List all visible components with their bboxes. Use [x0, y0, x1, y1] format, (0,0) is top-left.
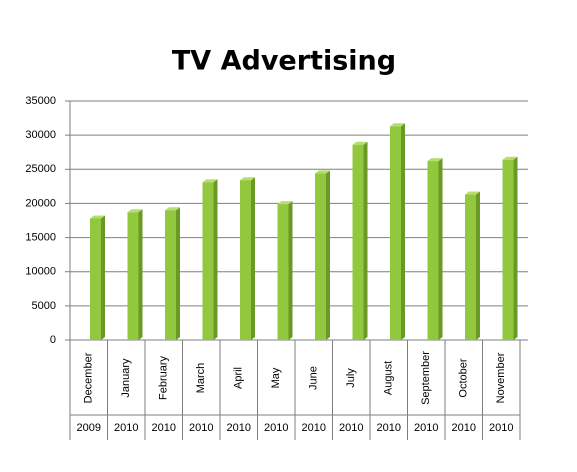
x-tick-label: September: [420, 351, 432, 405]
bar: [502, 156, 518, 340]
x-tick-label: May: [270, 367, 282, 388]
bar-front: [277, 204, 289, 340]
x-tick-label: July: [345, 368, 357, 388]
bar-front: [165, 210, 176, 340]
bar-front: [352, 144, 364, 340]
x-tick-label: February: [158, 355, 170, 400]
x-tick-label: November: [495, 352, 507, 403]
bar-side: [288, 201, 293, 340]
bar-side: [101, 215, 105, 340]
bar: [352, 141, 368, 340]
bar-top: [390, 123, 405, 127]
x-group-label: 2010: [414, 422, 438, 434]
bar: [277, 201, 293, 340]
bar-top: [202, 179, 218, 183]
bar-front: [465, 194, 476, 340]
x-group-label: 2010: [452, 422, 476, 434]
x-tick-label: January: [120, 358, 132, 398]
chart-title: TV Advertising: [172, 46, 396, 77]
bar-top: [165, 207, 180, 211]
x-tick-label: December: [83, 352, 95, 403]
y-tick-label: 0: [50, 334, 56, 346]
x-group-label: 2010: [489, 422, 513, 434]
y-tick-label: 5000: [32, 300, 56, 312]
bar-front: [390, 126, 401, 340]
bar-side: [363, 141, 368, 340]
bar-top: [90, 215, 105, 219]
x-group-label: 2010: [264, 422, 288, 434]
bar: [127, 209, 143, 340]
bar-top: [277, 201, 293, 205]
bar: [390, 123, 405, 340]
bar-top: [315, 170, 330, 174]
x-group-label: 2010: [227, 422, 251, 434]
x-group-label: 2009: [77, 422, 101, 434]
y-tick-label: 35000: [25, 95, 56, 107]
bar-top: [465, 191, 480, 195]
x-group-label: 2010: [302, 422, 326, 434]
bar-side: [438, 158, 443, 340]
x-tick-label: April: [233, 367, 245, 389]
bar-top: [502, 156, 518, 160]
bar-front: [202, 182, 214, 340]
x-tick-label: March: [195, 363, 207, 394]
bar-side: [138, 209, 143, 340]
x-group-label: 2010: [114, 422, 138, 434]
y-tick-label: 30000: [25, 129, 56, 141]
bar: [465, 191, 480, 340]
bar: [315, 170, 330, 340]
bar-top: [352, 141, 368, 145]
x-group-label: 2010: [152, 422, 176, 434]
bar: [240, 177, 255, 340]
x-group-label: 2010: [377, 422, 401, 434]
bar-front: [315, 173, 326, 340]
bar-front: [502, 159, 514, 340]
y-tick-label: 10000: [25, 266, 56, 278]
x-group-label: 2010: [339, 422, 363, 434]
bar-side: [513, 156, 518, 340]
bar-side: [476, 191, 480, 340]
x-group-label: 2010: [189, 422, 213, 434]
bar-front: [90, 218, 101, 340]
y-tick-label: 20000: [25, 197, 56, 209]
bar-front: [240, 180, 251, 340]
bar-front: [127, 212, 139, 340]
y-tick-label: 15000: [25, 231, 56, 243]
bar-side: [401, 123, 405, 340]
bar: [90, 215, 105, 340]
bar-top: [427, 158, 443, 162]
bar-side: [176, 207, 180, 340]
bar: [202, 179, 218, 340]
x-tick-label: June: [308, 366, 320, 390]
y-tick-label: 25000: [25, 163, 56, 175]
bar-front: [427, 161, 439, 340]
bar: [427, 158, 443, 340]
bar: [165, 207, 180, 340]
bar-side: [213, 179, 218, 340]
bar-top: [240, 177, 255, 181]
bar-side: [326, 170, 330, 340]
bar-side: [251, 177, 255, 340]
x-tick-label: October: [458, 358, 470, 397]
bar-top: [127, 209, 143, 213]
x-tick-label: August: [383, 361, 395, 395]
